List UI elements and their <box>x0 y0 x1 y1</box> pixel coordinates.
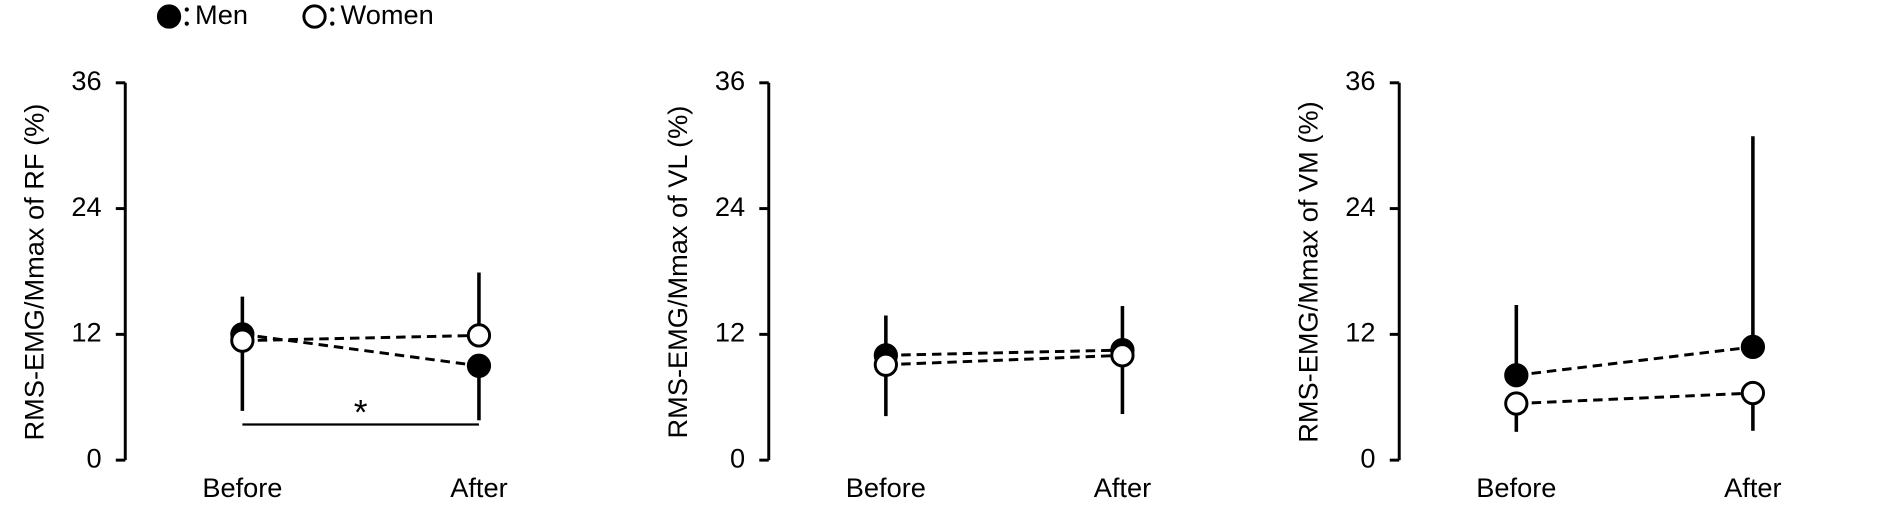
marker <box>1504 363 1529 388</box>
y-axis-label: RMS-EMG/Mmax of RF (%) <box>19 104 50 441</box>
legend-colon <box>184 7 189 12</box>
marker <box>1504 391 1529 416</box>
y-tick-label: 36 <box>1345 65 1375 96</box>
legend-colon <box>184 21 189 26</box>
y-tick-label: 12 <box>71 317 101 348</box>
legend-label: Women <box>341 0 434 30</box>
y-tick-label: 12 <box>715 317 745 348</box>
marker <box>1110 343 1135 368</box>
marker <box>230 328 255 353</box>
y-axis-label: RMS-EMG/Mmax of VM (%) <box>1293 101 1324 442</box>
y-tick-label: 24 <box>71 191 101 222</box>
y-axis-label: RMS-EMG/Mmax of VL (%) <box>662 106 693 439</box>
series-line <box>885 348 1123 357</box>
y-tick-label: 36 <box>71 65 101 96</box>
x-tick-label: Before <box>202 472 282 503</box>
marker <box>873 352 898 377</box>
y-tick-label: 12 <box>1345 317 1375 348</box>
significance-mark: * <box>354 392 368 432</box>
y-tick-label: 0 <box>86 442 101 473</box>
legend-marker <box>302 4 327 29</box>
y-tick-label: 24 <box>1345 191 1375 222</box>
x-tick-label: After <box>1724 472 1781 503</box>
marker <box>1740 334 1766 360</box>
series-line <box>885 353 1123 367</box>
series-line <box>1516 345 1754 377</box>
y-tick-label: 0 <box>730 442 745 473</box>
marker <box>1740 380 1766 406</box>
legend-label: Men <box>195 0 248 30</box>
marker <box>466 323 492 348</box>
x-tick-label: After <box>450 472 507 503</box>
legend-colon <box>330 7 335 12</box>
series-line <box>242 333 479 343</box>
x-tick-label: After <box>1094 472 1151 503</box>
legend-marker <box>156 4 182 29</box>
y-tick-label: 0 <box>1360 442 1375 473</box>
x-tick-label: Before <box>846 472 926 503</box>
y-tick-label: 36 <box>715 65 745 96</box>
marker <box>466 353 492 378</box>
x-tick-label: Before <box>1476 472 1556 503</box>
series-line <box>1516 391 1753 406</box>
y-tick-label: 24 <box>715 191 745 222</box>
legend-colon <box>330 21 335 26</box>
